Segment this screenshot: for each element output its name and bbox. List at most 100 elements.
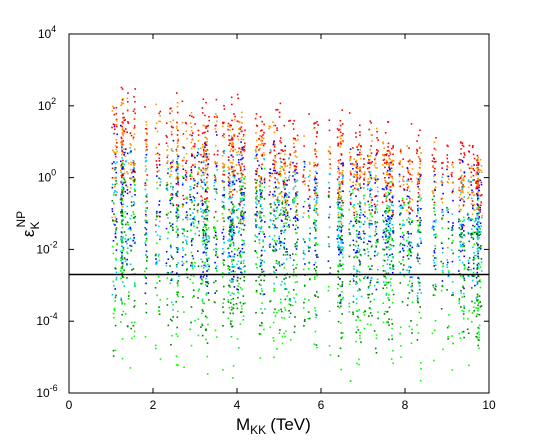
scatter-point [479,209,482,211]
scatter-point [389,186,392,188]
scatter-point [237,161,240,164]
scatter-point [228,178,231,181]
scatter-point [177,364,179,367]
scatter-point [145,121,147,123]
scatter-point [433,329,436,331]
scatter-point [356,250,358,252]
scatter-point [186,218,189,221]
scatter-point [478,231,481,233]
scatter-point [399,244,401,246]
scatter-point [236,249,239,251]
scatter-point [314,294,316,296]
scatter-point [315,182,317,184]
scatter-point [479,158,482,161]
scatter-point [341,291,343,293]
scatter-point [374,221,377,223]
scatter-point [240,234,242,236]
scatter-point [392,160,395,162]
scatter-point [273,227,275,229]
scatter-point [359,157,362,160]
scatter-point [278,204,280,206]
scatter-point [276,178,279,181]
scatter-point [181,232,184,235]
scatter-point [274,315,277,317]
scatter-point [389,281,391,283]
scatter-point [348,222,351,225]
scatter-point [463,287,465,290]
scatter-point [360,145,362,148]
scatter-point [232,233,234,236]
scatter-point [223,166,225,169]
scatter-point [363,277,365,280]
scatter-point [203,161,205,164]
scatter-point [387,121,390,123]
scatter-point [391,323,394,325]
scatter-point [228,180,231,183]
scatter-point [205,167,207,170]
scatter-point [355,310,358,312]
scatter-point [442,262,444,265]
scatter-point [402,238,405,241]
scatter-point [473,252,475,254]
scatter-point [205,252,207,254]
scatter-point [227,125,229,127]
scatter-point [371,293,374,295]
scatter-point [206,204,208,207]
scatter-point [435,233,437,235]
scatter-point [208,265,210,268]
scatter-point [133,117,136,120]
scatter-point [409,223,411,225]
scatter-point [392,256,394,258]
scatter-point [338,198,341,201]
scatter-point [120,101,123,104]
scatter-point [201,107,204,109]
scatter-point [121,129,124,131]
scatter-point [183,366,185,368]
scatter-point [458,204,460,207]
scatter-point [476,236,479,239]
scatter-point [392,211,394,214]
scatter-point [176,190,179,193]
scatter-point [238,227,241,229]
scatter-point [417,260,419,263]
scatter-point [268,127,270,130]
scatter-point [269,172,272,175]
scatter-point [278,182,280,185]
scatter-point [342,256,344,259]
scatter-point [170,254,172,257]
scatter-point [362,195,365,197]
scatter-point [228,159,231,162]
scatter-point [177,213,179,216]
scatter-point [314,192,316,195]
scatter-point [462,145,465,148]
scatter-point [278,261,280,263]
scatter-point [417,173,419,176]
scatter-point [375,175,377,177]
scatter-point [302,250,305,252]
scatter-point [113,213,115,215]
scatter-point [172,226,174,229]
scatter-point [368,226,371,229]
scatter-point [128,295,130,297]
scatter-point [448,325,450,327]
scatter-point [183,198,185,200]
scatter-point [284,172,286,174]
scatter-point [392,153,394,156]
scatter-point [284,218,287,220]
scatter-point [190,321,192,324]
scatter-point [314,310,317,312]
scatter-point [475,219,477,222]
scatter-point [202,167,205,169]
scatter-point [362,187,365,189]
scatter-point [476,164,478,166]
scatter-point [214,254,217,257]
scatter-point [432,165,434,167]
scatter-point [176,176,179,179]
scatter-point [340,230,342,233]
scatter-point [392,184,394,186]
scatter-point [263,181,266,184]
scatter-point [204,136,206,139]
scatter-point [121,198,123,200]
scatter-point [233,188,236,191]
scatter-point [442,214,444,217]
